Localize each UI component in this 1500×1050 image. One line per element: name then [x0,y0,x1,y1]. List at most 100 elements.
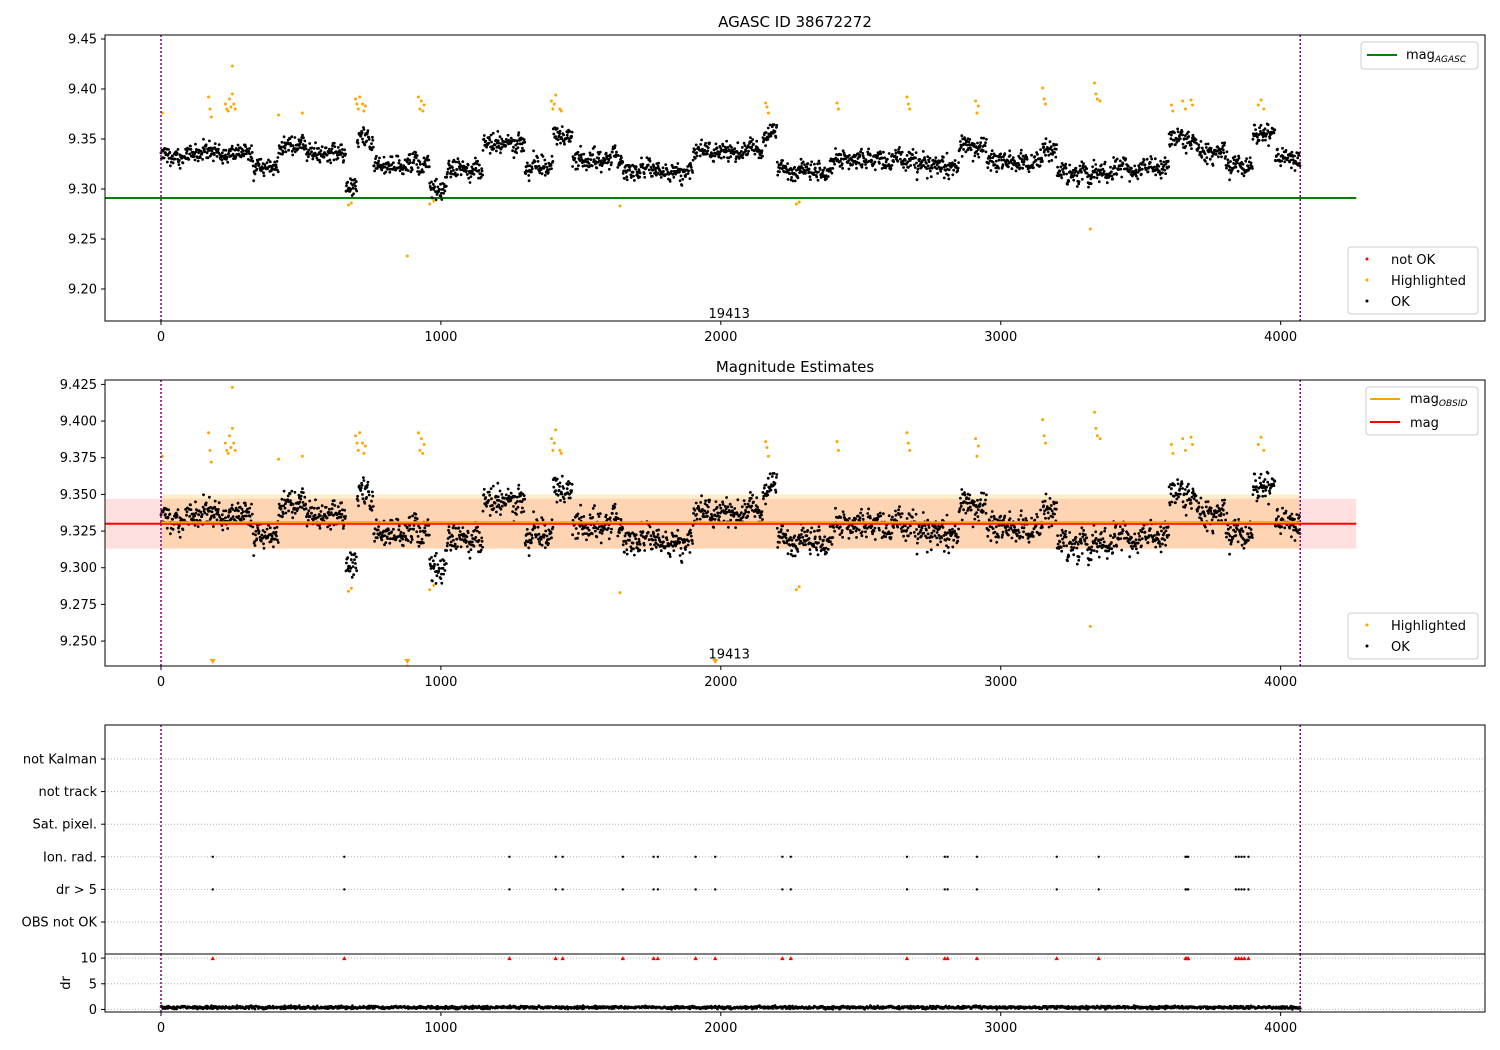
ok-point [1034,158,1038,162]
ok-point [807,537,811,540]
ok-point [816,553,820,557]
ok-point [1223,141,1227,145]
ok-point [1232,158,1236,162]
ok-point [1004,526,1008,530]
ok-point [1148,527,1152,531]
ok-point [1164,172,1167,176]
ok-point [1048,497,1052,500]
ok-point [571,519,575,522]
ok-point [317,146,320,150]
ok-point [341,527,345,530]
ok-point [273,168,277,171]
ok-point [370,499,373,503]
ok-point [310,511,313,515]
ok-point [1141,527,1145,530]
ok-point [314,141,317,145]
ok-point [417,173,421,176]
ok-point [431,196,434,200]
highlighted-point [1169,103,1173,107]
ok-point [168,151,172,154]
ok-point [1178,487,1182,490]
ok-point [173,157,177,161]
legend-marker-ok [1365,299,1369,303]
ok-point [900,150,904,154]
ok-point [1022,163,1025,166]
ok-point [762,494,766,498]
ok-point [768,123,772,127]
ok-point [1056,542,1060,546]
ok-point [516,505,520,509]
ok-point [248,152,252,156]
ok-point [317,506,320,510]
ok-point [299,497,303,501]
ok-points [159,122,1302,202]
ok-point [253,544,257,547]
ok-point [941,160,945,163]
ok-point [1264,138,1267,142]
ok-point [401,172,405,176]
ok-point [1109,165,1112,169]
ok-point [1110,547,1114,551]
ok-point [560,474,564,478]
ok-point [997,535,1000,539]
ok-point [659,176,663,179]
legend-subscript: AGASC [1434,55,1467,65]
ok-point [703,502,707,505]
ok-point [520,149,523,153]
ok-point [989,169,993,172]
ok-point [1185,492,1188,496]
ok-point [754,508,758,512]
ok-point [571,533,574,537]
ok-point [668,555,672,558]
ok-point [1157,164,1161,168]
ok-point [169,532,172,536]
ok-point [911,515,914,519]
ok-point [922,531,926,535]
ok-point [609,531,613,534]
ok-point [665,168,669,172]
ok-point [280,504,283,508]
ok-point [1003,152,1007,156]
ok-point [947,551,951,555]
ok-point [929,548,933,552]
ok-point [847,537,851,540]
ok-point [253,172,257,176]
ok-point [906,526,910,530]
ok-point [456,157,460,161]
ok-point [231,515,235,518]
ok-point [250,157,254,160]
ok-point [288,492,292,496]
ok-point [325,153,329,157]
ok-point [751,493,754,497]
ok-point [240,507,244,511]
ok-point [608,153,612,157]
ok-point [1030,153,1033,157]
ok-point [783,170,786,174]
ok-point [365,139,368,143]
ok-point [653,543,656,547]
ok-point [1111,551,1115,555]
ok-point [842,513,846,516]
ok-point [929,540,932,543]
ok-point [166,515,170,519]
ok-point [480,169,484,173]
ok-point [540,543,544,547]
ok-point [1085,171,1089,175]
ok-point [1059,165,1063,169]
ok-point [406,169,410,172]
ok-point [1266,123,1270,126]
ok-point [1022,530,1025,534]
ok-point [583,525,587,529]
ok-point [925,176,929,180]
ok-point [638,171,642,175]
ok-point [911,153,914,157]
ok-point [1154,545,1158,549]
ok-point [925,536,929,540]
ok-point [454,547,458,550]
ok-point [534,535,538,539]
ok-point [922,164,926,167]
ok-point [1033,155,1037,158]
ok-point [275,534,278,538]
ok-point [392,527,395,531]
ok-point [254,533,257,537]
